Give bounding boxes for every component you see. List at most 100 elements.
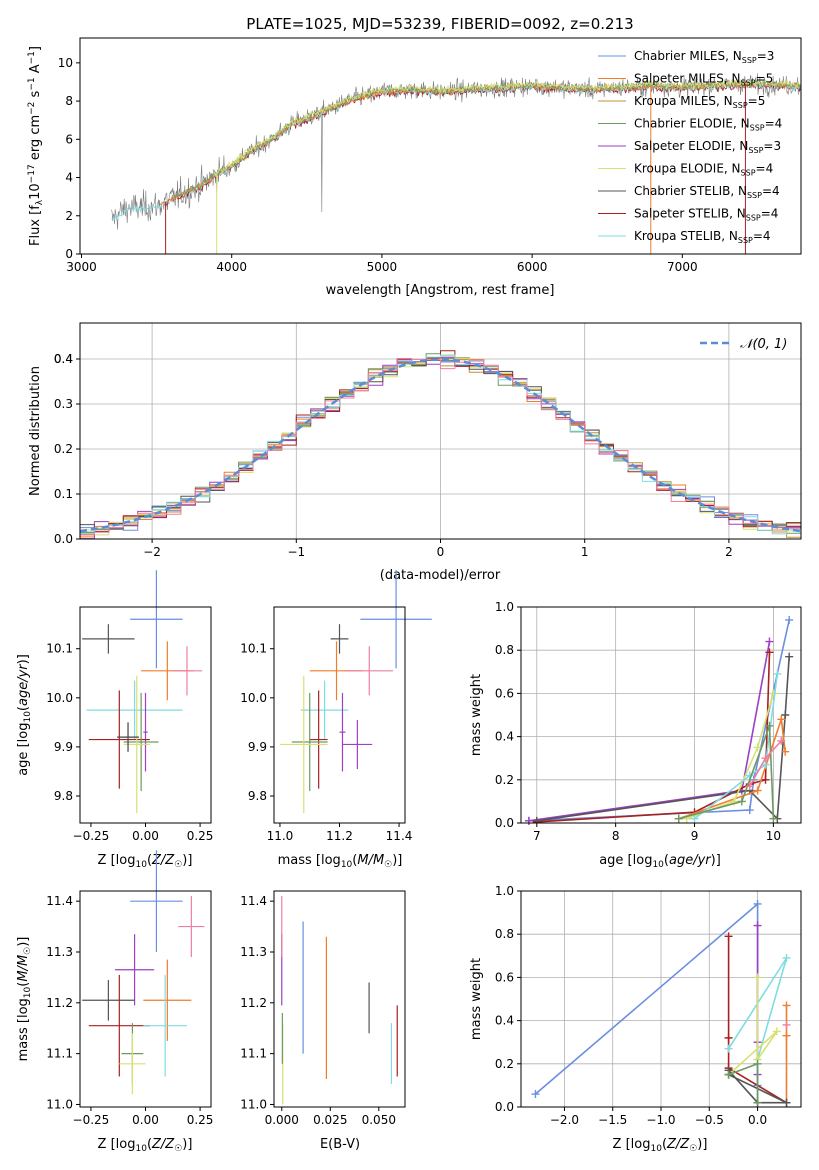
series-marker [753,786,762,795]
weight-vs-z-plot-area: −2.0 −1.5 −1.0 −0.5 0.0 0.0 0.2 0.4 0.6 0.8 1.0 [495,884,801,1127]
legend-count: =3 [763,139,781,153]
series-line [534,902,759,1095]
series-marker [773,669,782,678]
series-marker [782,1031,791,1040]
series-marker [724,932,733,941]
x-tick-label: 9 [691,829,699,843]
x-tick-label: 0.00 [132,829,159,843]
x-tick-label: 0 [437,545,445,559]
weight-vs-z-panel: −2.0 −1.5 −1.0 −0.5 0.0 0.0 0.2 0.4 0.6 0.8 1.0 Z … [469,884,802,1154]
series-marker [745,782,754,791]
mass-vs-z-frame [79,890,212,1108]
weight-vs-age-frame [520,606,802,824]
series-marker [753,921,762,930]
histogram-line [80,358,801,535]
y-tick-label: 0.8 [495,927,514,941]
x-tick-label: 11.4 [386,829,413,843]
spectrum-ticks: 3000 4000 5000 6000 7000 0 2 4 6 8 10 [58,56,698,274]
weight-vs-age-panel: 7 8 9 10 0.0 0.2 0.4 0.6 0.8 1.0 age [log10(age/y… [469,600,802,870]
series-marker [769,814,778,823]
y-tick-label: 0.0 [495,1100,514,1114]
y-tick-label: 11.1 [240,1047,267,1061]
series-line [528,641,771,822]
weight-vs-z-xlabel: Z [log10(Z/Z☉)] [613,1137,708,1154]
residual-frame [79,322,802,540]
mass-vs-ebv-plot-area: 0.000 0.025 0.050 11.0 11.1 11.2 11.3 11.4 [240,894,398,1127]
x-tick-label: −0.25 [73,829,110,843]
series-line [694,673,779,820]
mass-vs-ebv-panel: 0.000 0.025 0.050 11.0 11.1 11.2 11.3 11.4 E(B-… [240,890,406,1152]
legend-subscript: SSP [747,191,762,200]
x-tick-label: −1 [287,545,305,559]
x-tick-label: 5000 [367,260,398,274]
legend-subscript: SSP [748,146,763,155]
series-marker [785,652,794,661]
legend-count: =4 [753,229,771,243]
x-tick-label: 10 [766,829,781,843]
y-tick-label: 6 [65,132,73,146]
y-tick-label: 10.0 [46,691,73,705]
residual-histograms [80,350,801,539]
legend-label: Chabrier ELODIE, NSSP=4 [634,117,782,133]
y-tick-label: 0.2 [495,773,514,787]
y-tick-label: 0.4 [495,730,514,744]
age-vs-z-plot-area: −0.25 0.00 0.25 9.8 9.9 10.0 10.1 [46,570,213,843]
y-tick-label: 0.8 [495,643,514,657]
weight-vs-z-ylabel: mass weight [469,958,484,1040]
weight-vs-age-xlabel: age [log10(age/yr)] [599,853,721,870]
x-tick-label: −0.25 [73,1113,110,1127]
y-tick-label: 8 [65,94,73,108]
series-line [728,977,778,1076]
series-marker [782,1001,791,1010]
legend-count: =4 [765,117,783,131]
x-tick-label: 0.0 [748,1113,767,1127]
x-tick-label: 0.050 [362,1113,396,1127]
legend-count: =5 [748,94,766,108]
spectrum-panel: PLATE=1025, MJD=53239, FIBERID=0092, z=0… [27,15,802,298]
age-vs-mass-xlabel: mass [log10(M/M☉)] [278,853,403,870]
series-marker [531,1090,540,1099]
model-spectrum-line [213,78,801,177]
series-marker [753,973,762,982]
y-tick-label: 10 [58,56,73,70]
series-marker [753,1098,762,1107]
mass-vs-ebv-frame [273,890,406,1108]
x-tick-label: 11.0 [267,829,294,843]
y-tick-label: 9.8 [248,789,267,803]
x-tick-label: 0.25 [187,829,214,843]
normal-curve-line [80,358,801,533]
series-marker [724,1033,733,1042]
y-tick-label: 0.0 [54,532,73,546]
residual-legend: 𝒩(0, 1) [700,337,787,352]
y-tick-label: 2 [65,209,73,223]
legend-subscript: SSP [733,101,748,110]
residual-xlabel: (data-model)/error [380,568,501,583]
series-marker [781,747,790,756]
observed-spectrum-line [111,73,801,230]
y-tick-label: 0.2 [54,442,73,456]
x-tick-label: 11.2 [326,829,353,843]
series-marker [761,775,770,784]
residual-panel: −2 −1 0 1 2 0.0 0.1 0.2 0.3 0.4 0.4 (data-model)/… [28,322,802,583]
y-tick-label: 11.2 [46,996,73,1010]
y-tick-label: 11.1 [46,1047,73,1061]
series-marker [772,1027,781,1036]
legend-label: Kroupa MILES, NSSP=5 [634,94,765,110]
age-vs-mass-frame [273,606,406,824]
series-line [678,725,775,820]
series-marker [745,806,754,815]
spectrum-legend: Chabrier MILES, NSSP=3 Salpeter MILES, NS… [598,49,782,245]
series-marker [753,899,762,908]
x-tick-label: 0.025 [313,1113,347,1127]
series-marker [782,1098,791,1107]
series-marker [769,689,778,698]
age-vs-z-panel: −0.25 0.00 0.25 9.8 9.9 10.0 10.1 Z [log10(Z/Z… [16,570,213,870]
x-tick-label: 6000 [517,260,548,274]
y-tick-label: 11.3 [240,945,267,959]
y-tick-label: 9.8 [54,789,73,803]
legend-normal-label: 𝒩(0, 1) [740,337,787,352]
age-vs-z-frame [79,606,212,824]
mass-vs-z-plot-area: −0.25 0.00 0.25 11.0 11.1 11.2 11.3 11.4 [46,850,213,1127]
series-marker [737,797,746,806]
x-tick-label: 1 [581,545,589,559]
